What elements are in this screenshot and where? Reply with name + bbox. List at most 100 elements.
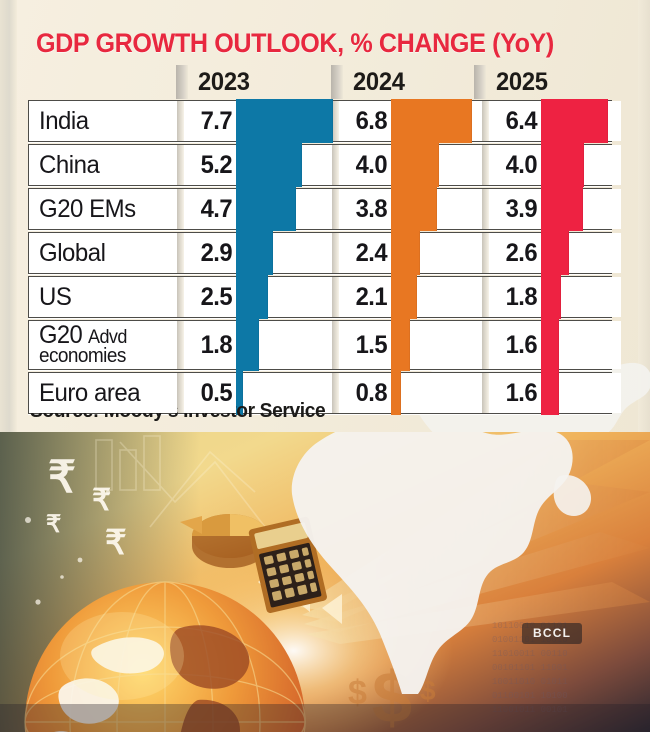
- value-text: 4.0: [505, 150, 538, 179]
- bar-track: [541, 231, 621, 275]
- cell-2024: 1.5: [339, 319, 482, 371]
- column-divider: [482, 101, 489, 141]
- column-divider: [332, 101, 339, 141]
- gdp-table: India 7.7 6.8 6.4 China 5.2 4.0 4.0 G20 EMs 4.7 3.…: [28, 99, 621, 416]
- bar-track: [391, 371, 482, 415]
- column-divider: [482, 233, 489, 273]
- value-text: 1.8: [200, 330, 233, 359]
- value-cell: 6.8: [339, 101, 391, 141]
- bar-track: [236, 275, 332, 319]
- column-tab-icon: [474, 65, 486, 99]
- value-cell: 2.5: [184, 277, 236, 317]
- cell-2025: 6.4: [489, 99, 621, 143]
- value-cell: 4.0: [339, 145, 391, 185]
- bar-2023: [236, 143, 302, 187]
- value-text: 1.6: [505, 330, 538, 359]
- bar-track: [391, 143, 482, 187]
- cell-2024: 6.8: [339, 99, 482, 143]
- bar-2025: [541, 371, 559, 415]
- bar-track: [236, 371, 332, 415]
- bar-track: [236, 231, 332, 275]
- cell-2023: 0.5: [184, 371, 332, 415]
- bar-track: [541, 371, 621, 415]
- panel-left-edge: [0, 0, 17, 432]
- bar-2023: [236, 319, 260, 371]
- row-label: China: [39, 150, 100, 179]
- column-header-label: 2023: [198, 67, 250, 96]
- value-text: 1.8: [505, 282, 538, 311]
- dollar-symbol: $: [348, 674, 367, 712]
- cell-2023: 1.8: [184, 319, 332, 371]
- column-divider: [332, 321, 339, 369]
- cell-2024: 3.8: [339, 187, 482, 231]
- value-cell: 1.6: [489, 321, 541, 369]
- value-cell: 2.6: [489, 233, 541, 273]
- bar-track: [391, 99, 482, 143]
- svg-text:00101101 11001: 00101101 11001: [492, 663, 568, 673]
- value-cell: 3.8: [339, 189, 391, 229]
- bar-track: [236, 143, 332, 187]
- table-row: China 5.2 4.0 4.0: [28, 143, 621, 187]
- value-cell: 2.4: [339, 233, 391, 273]
- table-row: US 2.5 2.1 1.8: [28, 275, 621, 319]
- svg-text:11010011 00110: 11010011 00110: [492, 649, 568, 659]
- svg-text:10011010 01011: 10011010 01011: [492, 677, 568, 687]
- cell-2025: 2.6: [489, 231, 621, 275]
- value-text: 2.1: [355, 282, 388, 311]
- column-header-2023: 2023: [176, 64, 252, 100]
- value-text: 2.6: [505, 238, 538, 267]
- table-row: India 7.7 6.8 6.4: [28, 99, 621, 143]
- row-label: India: [39, 106, 89, 135]
- row-label: G20 Advd economies: [39, 320, 127, 368]
- column-divider: [332, 373, 339, 413]
- column-divider: [177, 373, 184, 413]
- bar-track: [391, 231, 482, 275]
- bar-2025: [541, 275, 561, 319]
- value-cell: 5.2: [184, 145, 236, 185]
- value-text: 2.9: [200, 238, 233, 267]
- cell-2024: 2.1: [339, 275, 482, 319]
- value-cell: 1.5: [339, 321, 391, 369]
- bar-2023: [236, 231, 274, 275]
- column-divider: [482, 321, 489, 369]
- table-row: G20 Advd economies 1.8 1.5 1.6: [28, 319, 621, 371]
- globe-icon: [24, 581, 306, 732]
- page-title: GDP GROWTH OUTLOOK, % CHANGE (YoY): [36, 28, 554, 58]
- row-label-cell: US: [29, 277, 177, 317]
- table-row: G20 EMs 4.7 3.8 3.9: [28, 187, 621, 231]
- value-cell: 0.8: [339, 373, 391, 413]
- photo-illustration: ₹ ₹ ₹ ₹: [0, 432, 650, 732]
- bar-track: [541, 99, 621, 143]
- column-tab-icon: [176, 65, 188, 99]
- bar-track: [236, 99, 333, 143]
- calculator-icon: [248, 516, 327, 613]
- bar-track: [541, 275, 621, 319]
- value-text: 1.6: [505, 378, 538, 407]
- value-text: 6.8: [355, 106, 388, 135]
- bar-2024: [391, 275, 417, 319]
- bar-track: [391, 187, 482, 231]
- value-text: 3.8: [355, 194, 388, 223]
- bar-2023: [236, 371, 244, 415]
- row-label-cell: Euro area: [29, 373, 177, 413]
- column-divider: [177, 233, 184, 273]
- bar-2024: [391, 187, 437, 231]
- bar-2024: [391, 99, 473, 143]
- bar-2024: [391, 143, 440, 187]
- value-cell: 4.7: [184, 189, 236, 229]
- bar-2025: [541, 187, 583, 231]
- value-text: 5.2: [200, 150, 233, 179]
- bar-track: [391, 275, 482, 319]
- value-cell: 7.7: [184, 101, 236, 141]
- cell-2023: 4.7: [184, 187, 332, 231]
- row-label: Global: [39, 238, 106, 267]
- row-label-cell: Global: [29, 233, 177, 273]
- bar-track: [236, 319, 332, 371]
- column-divider: [332, 189, 339, 229]
- value-cell: 0.5: [184, 373, 236, 413]
- value-cell: 1.8: [489, 277, 541, 317]
- value-text: 0.5: [200, 378, 233, 407]
- row-label-cell: G20 Advd economies: [29, 321, 177, 369]
- column-header-label: 2025: [496, 67, 548, 96]
- bar-2023: [236, 275, 269, 319]
